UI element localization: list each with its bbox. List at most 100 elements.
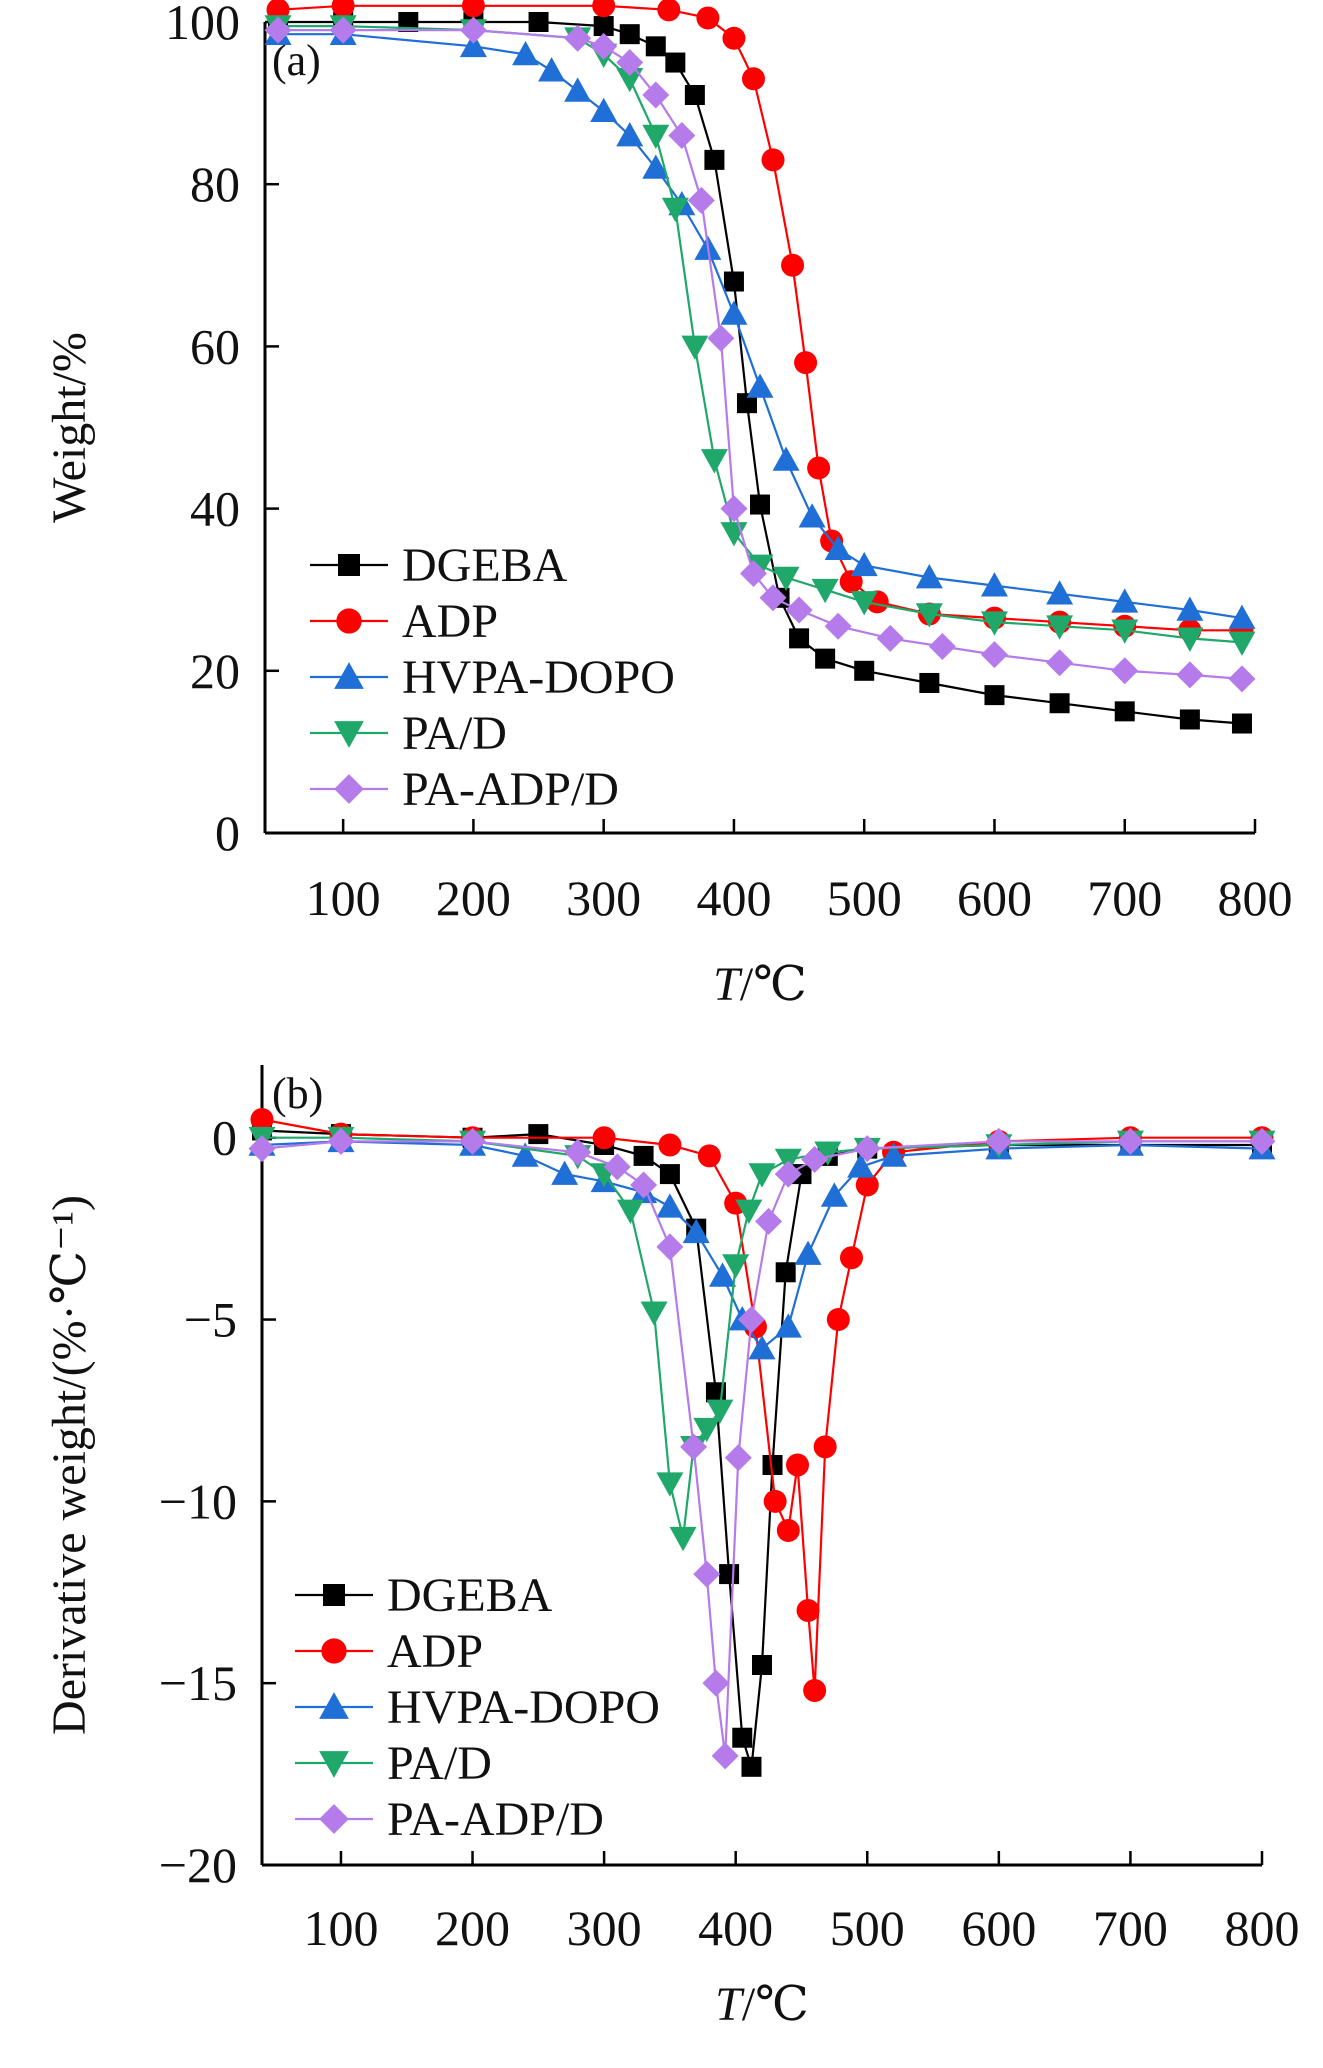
data-point [748,1335,776,1360]
data-point [1114,701,1135,722]
x-tick-label: 500 [827,870,902,926]
y-tick-label: 100 [165,0,240,50]
legend-marker [323,1584,345,1606]
x-tick-label: 600 [957,870,1032,926]
data-point [702,1669,730,1697]
data-point [980,641,1008,669]
legend-marker [336,608,362,634]
data-point [551,1160,579,1185]
data-point [826,1308,850,1332]
data-point [696,6,720,30]
data-point [794,1240,822,1265]
y-tick-label: 60 [190,318,240,374]
data-point [1111,588,1139,613]
data-point [824,535,852,560]
data-point [876,624,904,652]
data-point [736,393,757,414]
legend-label: DGEBA [402,539,568,592]
legend-marker [319,1692,349,1719]
x-tick-label: 800 [1218,870,1293,926]
data-point [735,1199,763,1224]
data-point [633,1145,654,1166]
data-point [789,628,810,649]
data-point [616,122,644,147]
y-tick-label: −15 [159,1655,237,1711]
data-point [564,1138,592,1166]
data-point [985,1127,1013,1155]
data-point [511,1142,539,1167]
data-point [984,685,1005,706]
data-point [720,300,748,325]
x-tick-label: 800 [1225,1900,1300,1956]
legend-label: DGEBA [387,1569,553,1622]
data-point [919,672,940,693]
y-tick-label: −20 [159,1837,237,1893]
data-point [656,1233,684,1261]
data-point [645,36,666,57]
x-tick-label: 600 [961,1900,1036,1956]
panel-b-derivative-chart: 100 200 300 400 500 600 700 800 0 −5 −10 −15 −20 (b) T… [43,1065,1300,2031]
y-axis-title: Derivative weight/(%·℃⁻¹) [43,1195,96,1735]
data-point [746,373,774,398]
data-point [697,1144,721,1168]
data-point [590,97,618,123]
data-point [528,12,549,32]
data-point [762,1455,783,1475]
data-point [1111,657,1139,685]
x-tick-label: 700 [1087,870,1162,926]
series-line [278,33,1243,620]
data-point [807,456,831,480]
data-point [592,1126,616,1150]
data-point [811,578,839,604]
series-line [278,20,1243,725]
data-point [1176,596,1204,621]
data-point [1046,580,1074,605]
data-point [759,584,787,612]
data-point [329,16,357,44]
data-point [461,0,485,18]
data-point [693,1560,721,1588]
x-tick-label: 400 [698,1900,773,1956]
data-point [248,1135,276,1163]
data-point [794,351,818,375]
data-point [785,596,813,624]
data-point [264,16,292,44]
data-point [704,149,725,170]
data-point [850,551,878,577]
x-axis-title-unit: /℃ [740,958,807,1011]
data-point [459,1127,487,1155]
legend-marker [338,554,360,576]
data-point [781,253,805,277]
series-line [277,4,1242,632]
data-point [331,0,355,18]
data-point [1046,615,1074,640]
data-point [853,1135,881,1163]
data-point [657,0,681,22]
data-point [732,1727,753,1748]
legend-marker [334,721,364,748]
legend-marker [334,662,364,689]
data-point [761,148,785,172]
data-point [724,1444,752,1472]
data-point [720,495,748,523]
data-point [668,122,696,150]
data-point [980,572,1008,597]
x-tick-label: 100 [303,1900,378,1956]
data-point [684,84,705,105]
x-axis-title-symbol: T [713,958,743,1011]
data-point [1116,1127,1144,1155]
x-tick-label: 200 [435,1900,510,1956]
data-point [915,564,943,589]
data-point [854,660,875,681]
data-point [763,1489,787,1513]
data-point [659,1164,680,1185]
x-tick-label: 400 [696,870,771,926]
data-point [528,1124,549,1145]
legend-label: ADP [387,1625,483,1678]
data-point [642,81,670,109]
panel-a-weight-chart: 100 200 300 400 500 600 700 800020406080100(a)T… [43,0,1293,1011]
legend-label: ADP [402,595,498,648]
data-point [847,1153,875,1178]
data-point [1049,693,1070,714]
